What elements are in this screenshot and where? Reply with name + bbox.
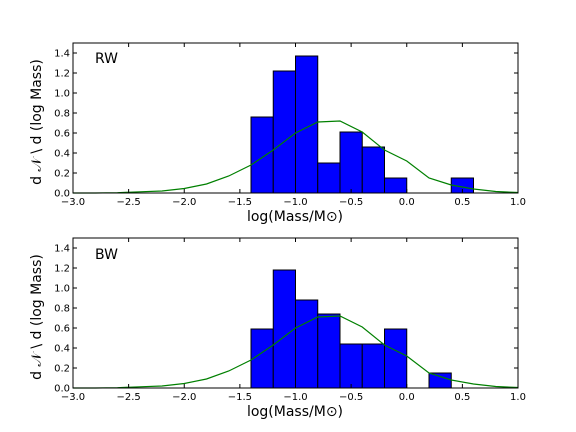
histogram-bar-rw — [250, 116, 274, 194]
panel-label-rw: RW — [95, 51, 118, 67]
y-axis-label-rw: d 𝒩 \ d (log Mass) — [29, 59, 45, 185]
y-tick-label-bw: 0.0 — [54, 384, 70, 395]
y-tick-label-bw: 0.8 — [54, 304, 70, 315]
x-axis-label-bw: log(Mass/M⊙) — [247, 404, 343, 420]
x-tick-label-rw: −2.5 — [116, 197, 140, 208]
histogram-bar-rw — [361, 146, 385, 194]
histogram-bar-rw — [339, 131, 363, 194]
x-tick-label-rw: 1.0 — [510, 197, 526, 208]
y-tick-label-bw: 1.0 — [54, 284, 70, 295]
plot-area-rw: −3.0 −2.5 −2.0 −1.5 −1.0 −0.5 0.0 0.5 1.0 0.0 0.2 0… — [54, 42, 526, 208]
x-tick-label-bw: 0.0 — [399, 392, 415, 403]
x-tick-label-bw: −1.5 — [228, 392, 252, 403]
y-tick-label-bw: 0.6 — [54, 324, 70, 335]
histogram-bar-bw — [428, 372, 452, 389]
y-tick-label-bw: 0.4 — [54, 344, 70, 355]
x-tick-label-rw: 0.5 — [454, 197, 470, 208]
histogram-bar-bw — [295, 299, 319, 389]
y-tick-label-rw: 0.2 — [54, 169, 70, 180]
histogram-bar-rw — [384, 177, 408, 194]
x-tick-label-rw: −3.0 — [61, 197, 85, 208]
model-curve-rw — [73, 120, 519, 194]
x-tick-label-rw: 0.0 — [399, 197, 415, 208]
x-tick-label-bw: −1.0 — [283, 392, 307, 403]
panel-label-bw: BW — [95, 247, 118, 263]
x-tick-label-rw: −1.0 — [283, 197, 307, 208]
histogram-bar-bw — [272, 269, 296, 389]
x-tick-label-bw: 1.0 — [510, 392, 526, 403]
x-tick-label-bw: 0.5 — [454, 392, 470, 403]
histogram-bar-rw — [317, 162, 341, 194]
x-tick-label-rw: −1.5 — [228, 197, 252, 208]
model-curve-bw — [73, 315, 519, 389]
histogram-bar-bw — [384, 328, 408, 389]
y-axis-label-bw: d 𝒩 \ d (log Mass) — [29, 254, 45, 380]
histogram-bar-rw — [272, 70, 296, 194]
y-tick-label-bw: 0.2 — [54, 364, 70, 375]
y-tick-label-rw: 1.4 — [54, 49, 70, 60]
y-tick-label-rw: 0.0 — [54, 189, 70, 200]
x-tick-label-rw: −2.0 — [172, 197, 196, 208]
histogram-panel-rw: −3.0 −2.5 −2.0 −1.5 −1.0 −0.5 0.0 0.5 1.0 0.0 0.2 0… — [29, 42, 526, 225]
histogram-bar-bw — [250, 328, 274, 389]
histogram-panel-bw: −3.0 −2.5 −2.0 −1.5 −1.0 −0.5 0.0 0.5 1.0 0.0 0.2 0… — [29, 237, 526, 420]
y-tick-label-bw: 1.4 — [54, 244, 70, 255]
x-tick-label-bw: −0.5 — [339, 392, 363, 403]
x-tick-label-rw: −0.5 — [339, 197, 363, 208]
y-tick-label-rw: 1.0 — [54, 89, 70, 100]
histogram-bar-rw — [295, 55, 319, 194]
x-tick-label-bw: −2.0 — [172, 392, 196, 403]
histogram-bar-bw — [339, 343, 363, 389]
y-tick-label-rw: 0.8 — [54, 109, 70, 120]
x-axis-label-rw: log(Mass/M⊙) — [247, 209, 343, 225]
x-tick-label-bw: −2.5 — [116, 392, 140, 403]
y-tick-label-rw: 1.2 — [54, 69, 70, 80]
histogram-bar-bw — [361, 343, 385, 389]
plot-area-bw: −3.0 −2.5 −2.0 −1.5 −1.0 −0.5 0.0 0.5 1.0 0.0 0.2 0… — [54, 237, 526, 403]
y-tick-label-rw: 0.4 — [54, 149, 70, 160]
y-tick-label-rw: 0.6 — [54, 129, 70, 140]
y-tick-label-bw: 1.2 — [54, 264, 70, 275]
histogram-bar-bw — [317, 313, 341, 389]
x-tick-label-bw: −3.0 — [61, 392, 85, 403]
